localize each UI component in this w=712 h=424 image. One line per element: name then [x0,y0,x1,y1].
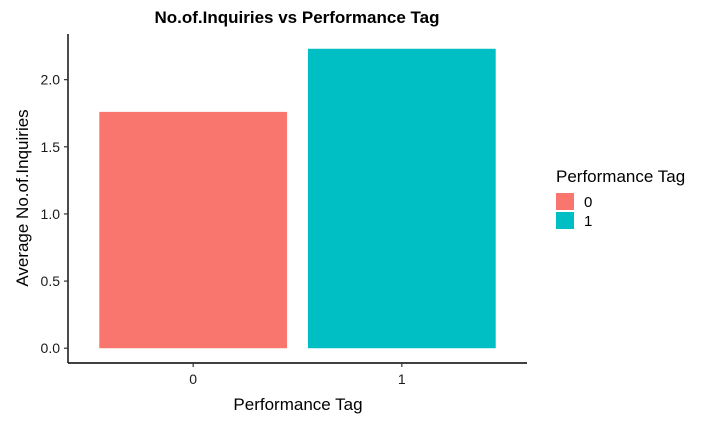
y-tick-label: 1.5 [41,139,61,155]
legend: Performance Tag 0 1 [556,167,685,230]
y-tick-label: 1.0 [41,206,61,222]
legend-label-1: 1 [584,213,592,230]
plot-area [99,48,496,349]
bar-0 [99,111,288,349]
y-tick-label: 0.0 [41,340,61,356]
chart-title: No.of.Inquiries vs Performance Tag [155,8,440,27]
x-tick-label: 0 [189,371,197,387]
legend-swatch-0 [556,193,574,210]
x-tick-label: 1 [398,371,406,387]
x-axis-title: Performance Tag [233,395,362,414]
y-axis-title: Average No.of.Inquiries [13,109,32,286]
y-tick-label: 0.5 [41,273,61,289]
bar-1 [307,48,496,349]
y-tick-label: 2.0 [41,72,61,88]
legend-label-0: 0 [584,194,592,211]
legend-swatch-1 [556,212,574,229]
legend-title: Performance Tag [556,167,685,186]
